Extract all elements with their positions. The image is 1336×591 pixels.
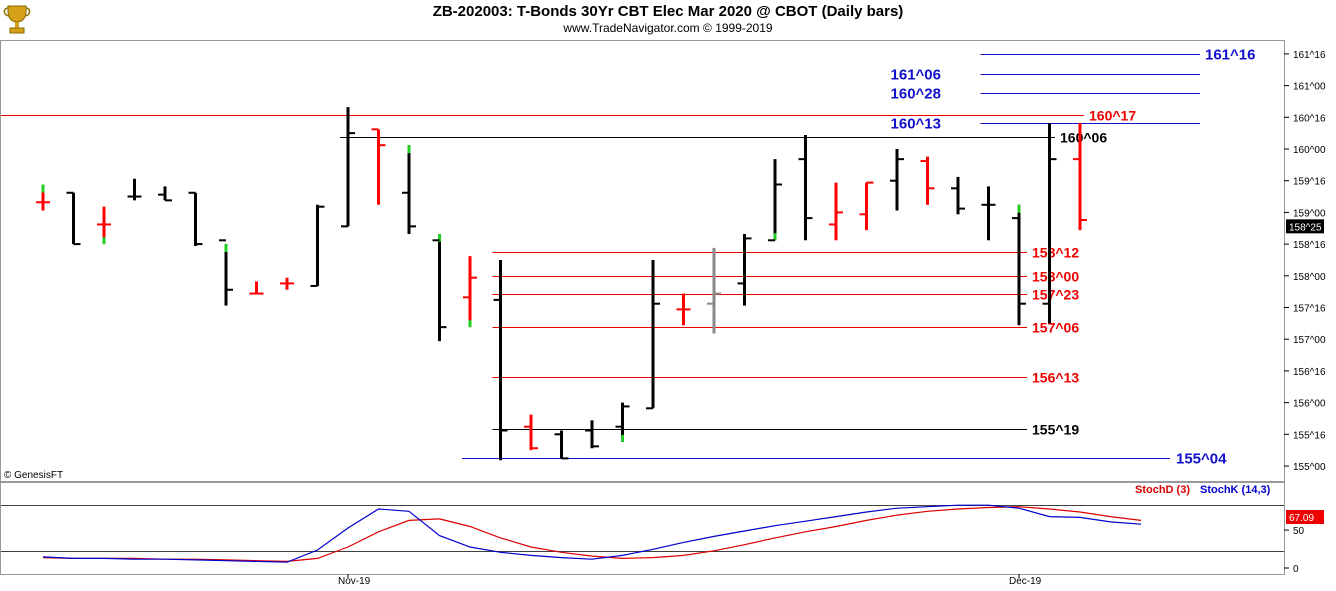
ohlc-bar bbox=[463, 256, 477, 328]
price-tick-label: 158^00 bbox=[1293, 272, 1326, 283]
ohlc-bar bbox=[1042, 123, 1057, 324]
ohlc-bar bbox=[981, 186, 996, 241]
ohlc-bar bbox=[402, 145, 416, 234]
ohlc-bar bbox=[707, 247, 721, 334]
time-tick-label: Nov-19 bbox=[338, 576, 371, 587]
price-tick-label: 155^00 bbox=[1293, 462, 1326, 473]
gold-trophy-icon bbox=[3, 5, 31, 34]
level-label: 158^00 bbox=[1032, 269, 1079, 285]
ohlc-bar bbox=[646, 259, 660, 410]
stoch-series-line bbox=[42, 506, 1142, 563]
level-label: 158^12 bbox=[1032, 245, 1079, 261]
price-tick-label: 160^00 bbox=[1293, 145, 1326, 156]
level-label: 157^23 bbox=[1032, 287, 1079, 303]
chart-title: ZB-202003: T-Bonds 30Yr CBT Elec Mar 202… bbox=[432, 3, 904, 20]
legend-stochD: StochD (3) bbox=[1135, 484, 1190, 496]
ohlc-bar bbox=[97, 206, 111, 245]
ohlc-bar bbox=[36, 184, 50, 211]
price-tick-label: 157^16 bbox=[1293, 304, 1326, 315]
ohlc-bar bbox=[158, 186, 172, 202]
current-price-box bbox=[1286, 219, 1324, 234]
level-label: 160^13 bbox=[891, 116, 941, 133]
ohlc-bar bbox=[310, 204, 325, 287]
price-tick-label: 159^16 bbox=[1293, 177, 1326, 188]
chart-header: ZB-202003: T-Bonds 30Yr CBT Elec Mar 202… bbox=[0, 0, 1336, 38]
level-label: 161^16 bbox=[1205, 47, 1255, 64]
legend-stochK: StochK (14,3) bbox=[1200, 484, 1271, 496]
ohlc-bar bbox=[585, 420, 599, 449]
ohlc-bar bbox=[432, 233, 447, 342]
ohlc-bar bbox=[524, 414, 538, 451]
stoch-series-line bbox=[42, 504, 1142, 563]
price-axis: 155^00 155^16 156^00 156^16 157^00 157^16 158^… bbox=[1284, 50, 1326, 575]
level-label: 161^06 bbox=[891, 67, 941, 84]
ohlc-bar bbox=[737, 233, 752, 306]
stoch-legend: StochD (3) StochK (14,3) bbox=[1135, 484, 1271, 496]
level-lines: 161^16 161^06 160^28 160^17 160^13 160^06 158^… bbox=[1, 47, 1255, 468]
ohlc-bar bbox=[859, 181, 874, 231]
level-label: 155^04 bbox=[1176, 451, 1227, 468]
ohlc-bar bbox=[66, 191, 81, 246]
price-tick-label: 161^16 bbox=[1293, 50, 1326, 61]
stoch-current-label: 67.09 bbox=[1289, 513, 1314, 524]
ohlc-bar bbox=[554, 430, 569, 460]
ohlc-bar bbox=[188, 191, 203, 247]
stochastic-lines bbox=[1, 504, 1284, 563]
price-tick-label: 156^16 bbox=[1293, 367, 1326, 378]
ohlc-bar bbox=[280, 277, 294, 290]
price-tick-label: 161^00 bbox=[1293, 82, 1326, 93]
ohlc-bar bbox=[371, 128, 386, 205]
price-tick-label: 160^16 bbox=[1293, 113, 1326, 124]
ohlc-bar bbox=[890, 149, 904, 211]
ohlc-bar bbox=[951, 176, 965, 215]
ohlc-bar bbox=[1073, 123, 1087, 231]
current-price-label: 158^25 bbox=[1289, 222, 1322, 233]
stoch-tick-label: 0 bbox=[1293, 564, 1299, 575]
ohlc-bar bbox=[1012, 204, 1026, 326]
level-label: 157^06 bbox=[1032, 320, 1079, 336]
level-label: 160^06 bbox=[1060, 130, 1107, 146]
level-label: 160^28 bbox=[891, 86, 941, 103]
price-tick-label: 156^00 bbox=[1293, 399, 1326, 410]
stoch-tick-label: 50 bbox=[1293, 526, 1305, 537]
ohlc-bar bbox=[798, 135, 813, 241]
ohlc-bar bbox=[920, 156, 935, 205]
ohlc-bar bbox=[676, 293, 691, 326]
price-tick-label: 155^16 bbox=[1293, 430, 1326, 441]
ohlc-bar bbox=[341, 107, 355, 228]
ohlc-bar bbox=[219, 239, 233, 306]
ohlc-bar bbox=[615, 402, 630, 442]
watermark: © GenesisFT bbox=[4, 470, 63, 481]
time-tick-label: Dec-19 bbox=[1009, 576, 1042, 587]
time-axis: Nov-19 Dec-19 bbox=[338, 574, 1042, 587]
ohlc-bar bbox=[768, 159, 782, 242]
stoch-current-box bbox=[1286, 510, 1324, 525]
level-label: 160^17 bbox=[1089, 108, 1136, 124]
price-bars: © GenesisFT bbox=[4, 107, 1087, 481]
level-label: 155^19 bbox=[1032, 422, 1079, 438]
ohlc-bar bbox=[829, 182, 843, 241]
chart-subtitle: www.TradeNavigator.com © 1999-2019 bbox=[563, 21, 773, 35]
price-tick-label: 157^00 bbox=[1293, 335, 1326, 346]
price-tick-label: 158^16 bbox=[1293, 240, 1326, 251]
price-tick-label: 159^00 bbox=[1293, 208, 1326, 219]
ohlc-bar bbox=[249, 281, 264, 295]
ohlc-bar bbox=[127, 178, 142, 201]
level-label: 156^13 bbox=[1032, 370, 1079, 386]
ohlc-bar bbox=[493, 259, 508, 461]
